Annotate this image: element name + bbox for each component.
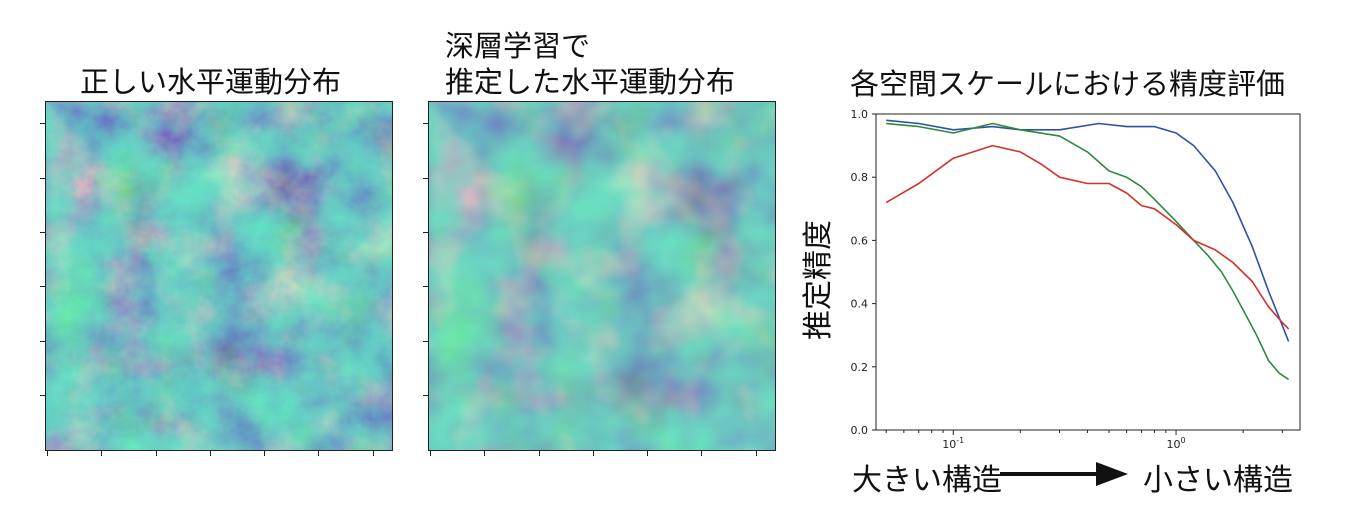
pred-field-title-line2: 推定した水平運動分布 (445, 65, 736, 99)
y-tick-label: 0.4 (851, 298, 869, 311)
y-tick-label: 0.0 (851, 424, 869, 437)
y-tick-label: 0.2 (851, 361, 869, 374)
x-tick-label: 10-1 (942, 436, 964, 451)
x-label-small-structure: 小さい構造 (1143, 463, 1293, 498)
x-label-large-structure: 大きい構造 (852, 463, 1002, 498)
y-tick-label: 0.6 (851, 234, 869, 247)
plot-frame (875, 113, 1301, 431)
true-field-title: 正しい水平運動分布 (80, 65, 342, 99)
predicted-motion-field-image (428, 101, 776, 451)
series-line-1 (886, 119, 1290, 342)
pred-field-title-line1: 深層学習で (445, 29, 591, 63)
series-line-3 (885, 144, 1290, 330)
true-motion-field-image (45, 101, 393, 451)
y-tick-label: 0.8 (851, 171, 869, 184)
x-tick-label: 100 (1167, 436, 1186, 451)
chart-title: 各空間スケールにおける精度評価 (850, 67, 1286, 101)
series-line-2 (886, 122, 1290, 381)
accuracy-chart: 0.0 0.2 0.4 0.6 0.8 1.0 10-1 100 (851, 108, 1301, 451)
y-tick-label: 1.0 (851, 108, 869, 121)
arrow-right-icon (1000, 462, 1128, 486)
